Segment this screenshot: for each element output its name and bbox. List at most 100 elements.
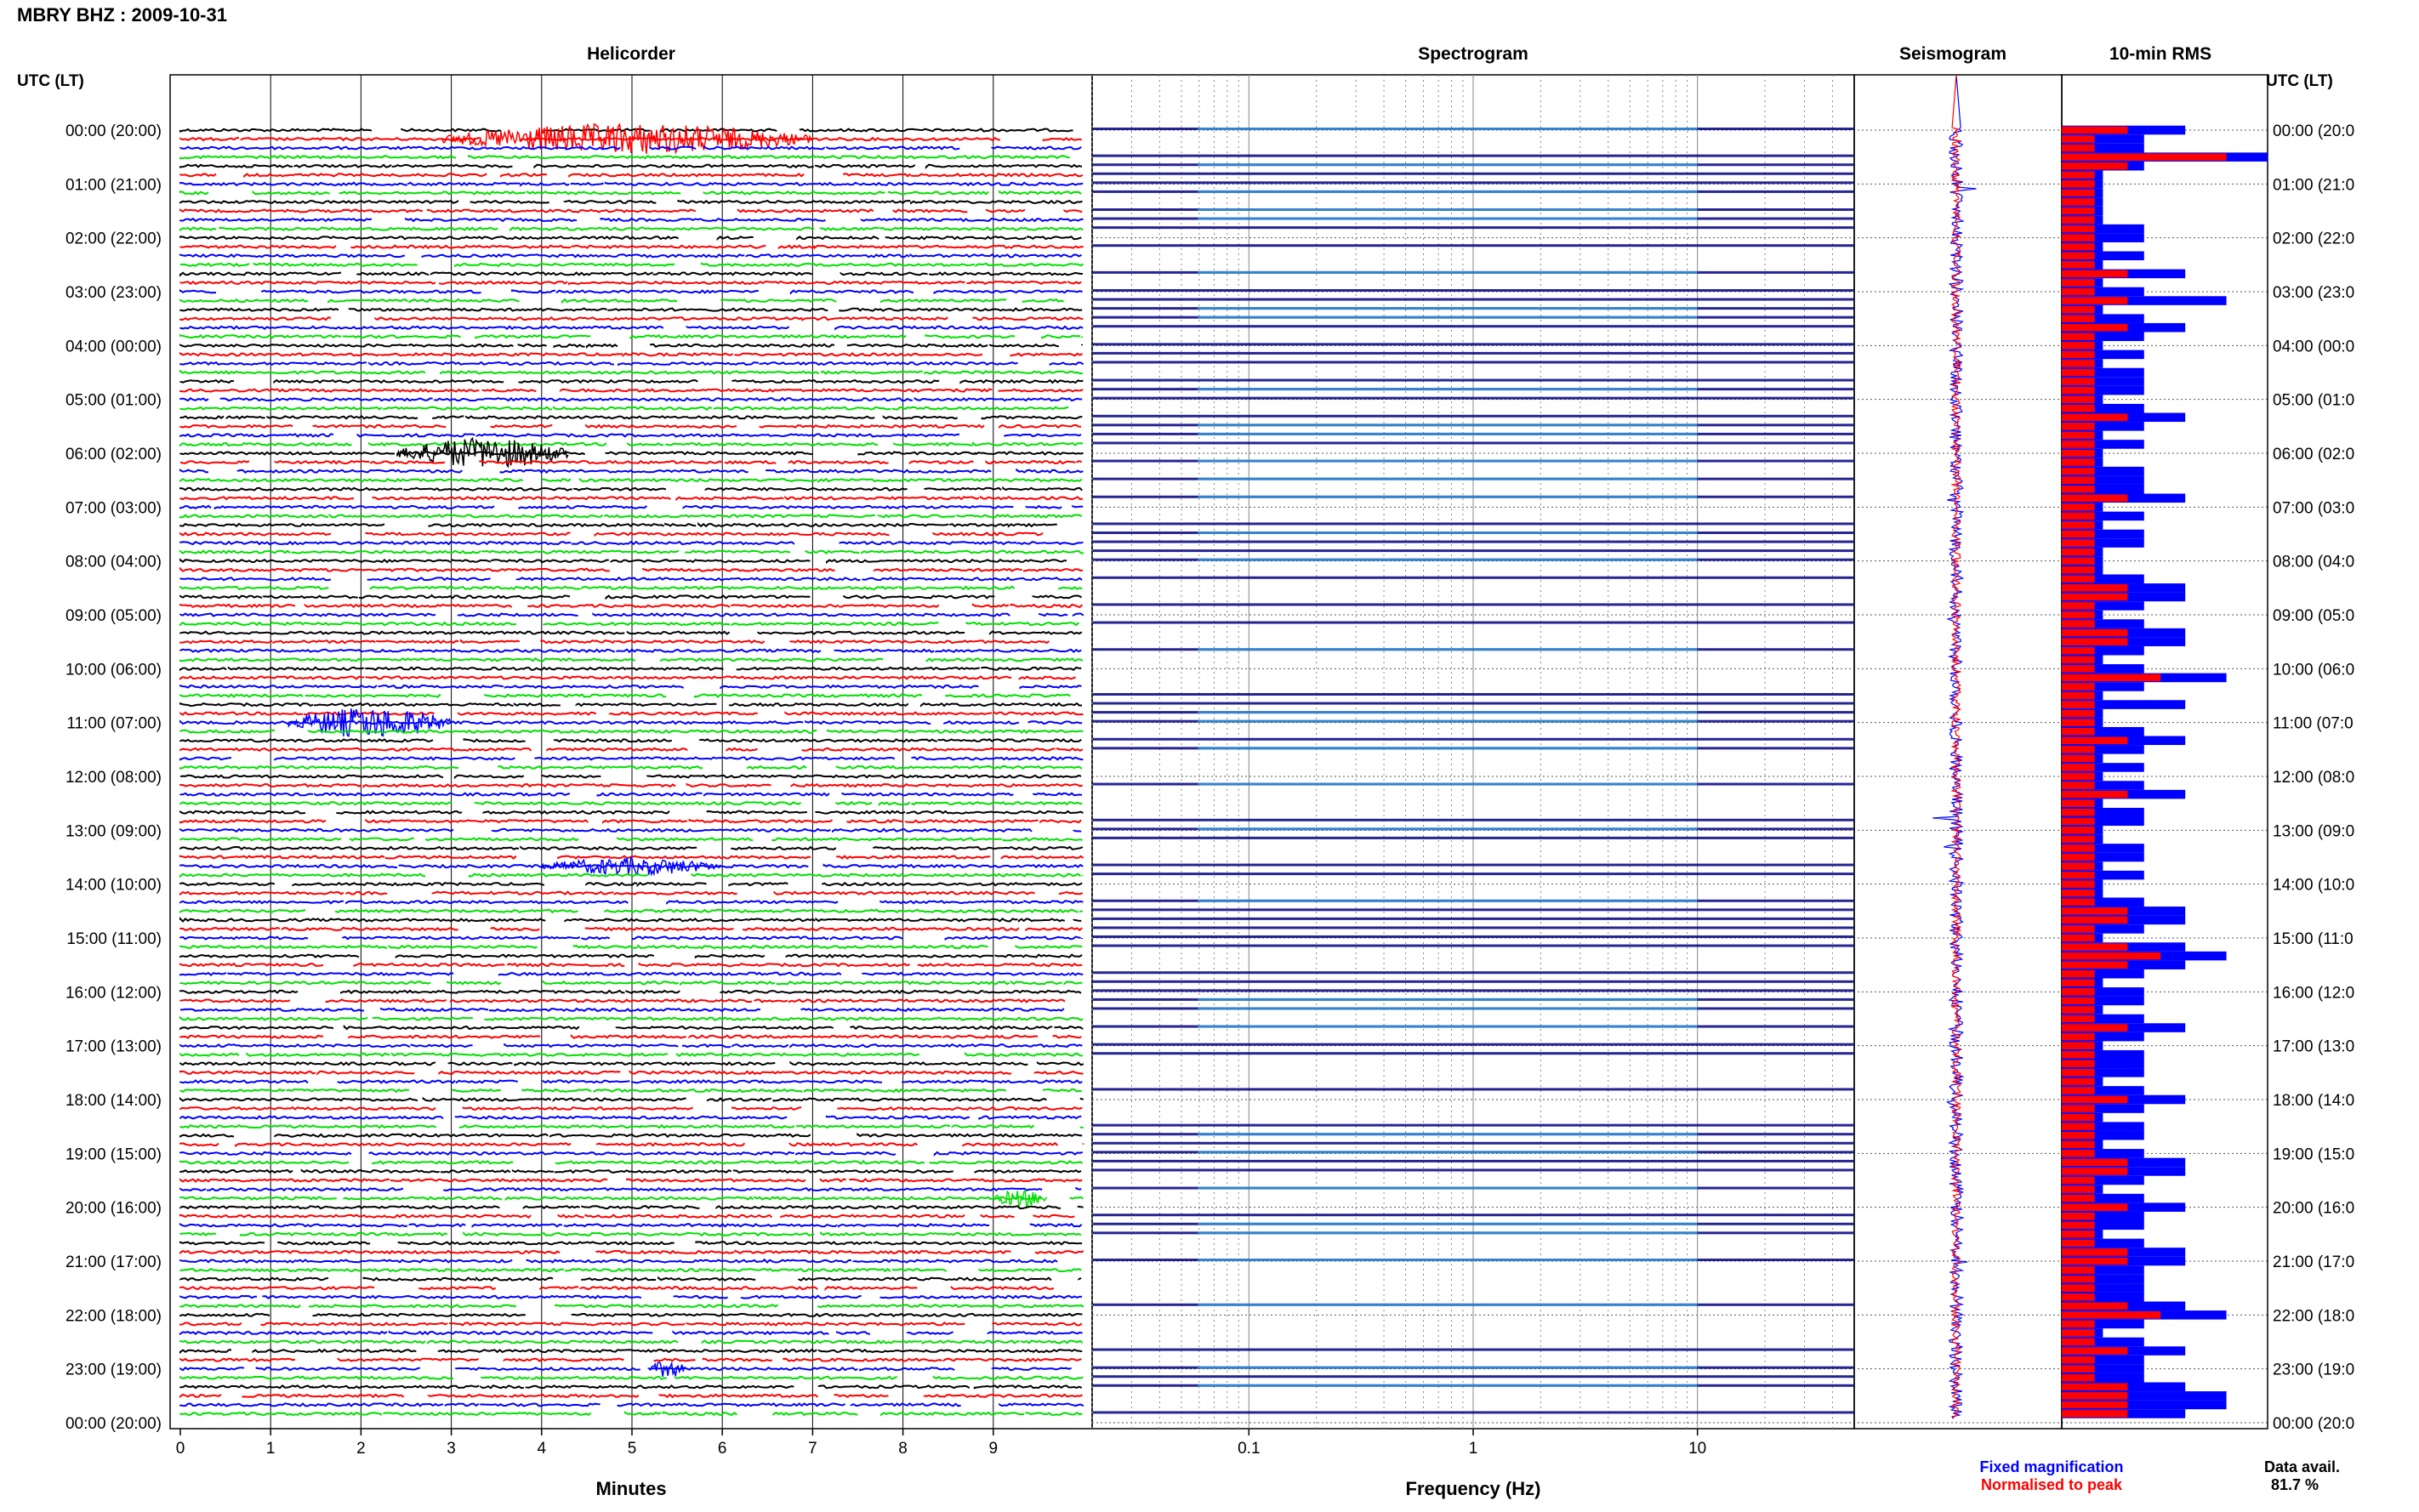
rms-bar-fixed [2062, 1014, 2144, 1024]
helicorder-xlabel: Minutes [595, 1478, 666, 1499]
spectrogram-band-bright [1198, 998, 1698, 1001]
helicorder-trace [179, 406, 1069, 411]
helicorder-trace [179, 980, 1083, 986]
rms-bar-normalised [2062, 342, 2095, 350]
helicorder-panel [169, 74, 1093, 1430]
helicorder-trace [179, 648, 1082, 654]
helicorder-trace [179, 1402, 1084, 1407]
helicorder-event [649, 1361, 686, 1378]
spectrogram-band [1093, 693, 1853, 696]
helicorder-trace [179, 1151, 1084, 1157]
helicorder-trace [179, 1079, 1083, 1084]
rms-bar-normalised [2062, 441, 2095, 448]
rms-bar-normalised [2062, 808, 2095, 816]
rms-bar-normalised [2062, 1176, 2095, 1185]
rms-bar-normalised [2062, 1140, 2095, 1149]
helicorder-trace [179, 900, 1084, 905]
spectrogram-band [1093, 325, 1853, 328]
rms-bar-normalised [2062, 969, 2095, 978]
rms-bar-normalised [2062, 1032, 2095, 1041]
spectrogram-band [1093, 396, 1853, 400]
rms-bar-normalised [2062, 297, 2128, 304]
spectrogram-band-bright [1198, 827, 1698, 831]
rms-bar-normalised [2062, 180, 2095, 188]
rms-bar-normalised [2062, 1373, 2095, 1382]
rms-bar-normalised [2062, 1105, 2095, 1112]
helicorder-trace [179, 890, 1084, 896]
panel-title-rms: 10-min RMS [2109, 44, 2211, 64]
rms-bar-fixed [2062, 996, 2144, 1006]
helicorder-trace [179, 1339, 1084, 1345]
spectrogram-band-bright [1198, 1259, 1698, 1261]
spectrogram-band-bright [1198, 190, 1698, 193]
spectrogram-band-bright [1198, 459, 1698, 463]
spectrogram-band [1093, 1168, 1853, 1172]
spectrogram-band-bright [1198, 747, 1698, 750]
helicorder-trace [179, 378, 1084, 384]
time-label-left: 00:00 (20:00) [65, 122, 162, 140]
helicorder-trace [179, 782, 1083, 788]
time-label-right: 00:00 (20:0 [2273, 1415, 2354, 1433]
rms-bar-fixed [2062, 816, 2144, 827]
time-label-right: 08:00 (04:0 [2273, 554, 2354, 571]
helicorder-trace [179, 1267, 1082, 1273]
station-title: MBRY BHZ : 2009-10-31 [17, 4, 227, 26]
time-label-right: 12:00 (08:0 [2273, 769, 2354, 787]
helicorder-trace [179, 280, 1082, 286]
helicorder-trace [179, 1033, 1082, 1039]
rms-bar-normalised [2062, 665, 2095, 673]
rms-bar-normalised [2062, 1060, 2095, 1068]
helicorder-x-axis: 0 1 2 3 4 5 6 7 8 9 [176, 1429, 998, 1458]
time-label-left: 15:00 (11:00) [66, 930, 162, 948]
rms-bar-normalised [2062, 593, 2128, 601]
helicorder-tick-label: 9 [989, 1440, 999, 1458]
rms-bar-normalised [2062, 871, 2095, 879]
time-label-left: 10:00 (06:00) [65, 661, 162, 679]
rms-bar-normalised [2062, 943, 2128, 951]
helicorder-trace [179, 657, 1084, 663]
spectrogram-band [1093, 244, 1853, 247]
rms-bar-normalised [2062, 315, 2095, 322]
rms-bar-normalised [2062, 575, 2095, 583]
spectrogram-band [1093, 1348, 1853, 1351]
helicorder-trace [179, 774, 1082, 780]
rms-bar-normalised [2062, 386, 2095, 395]
helicorder-trace [179, 1060, 1084, 1066]
spectrogram-band-bright [1198, 432, 1698, 435]
spectrogram-band [1093, 1043, 1853, 1046]
helicorder-trace [179, 810, 1084, 815]
helicorder-trace [179, 1258, 1058, 1264]
spectrogram-band [1093, 1411, 1853, 1414]
helicorder-trace [179, 1276, 1082, 1282]
time-label-right: 21:00 (17:0 [2273, 1253, 2354, 1271]
rms-bar-normalised [2062, 1185, 2095, 1193]
time-label-left: 22:00 (18:00) [65, 1307, 162, 1325]
rms-bar-normalised [2062, 1311, 2161, 1319]
rms-bar-normalised [2062, 1383, 2128, 1391]
time-label-left: 01:00 (21:00) [65, 176, 162, 194]
time-label-right: 02:00 (22:0 [2273, 230, 2354, 248]
rms-bar-normalised [2062, 503, 2095, 511]
helicorder-tick-label: 2 [356, 1440, 366, 1458]
helicorder-trace [179, 325, 1084, 331]
helicorder-trace [179, 845, 1084, 851]
spectrogram-band [1093, 989, 1853, 992]
helicorder-trace [179, 873, 1084, 878]
helicorder-trace [179, 881, 1083, 888]
spectrogram-band [1093, 540, 1853, 543]
helicorder-tick-label: 7 [808, 1440, 817, 1458]
spectrogram-band [1093, 549, 1853, 553]
spectrogram-band-bright [1198, 558, 1698, 561]
rms-bar-normalised [2062, 827, 2095, 834]
helicorder-trace [179, 307, 1083, 312]
spectrogram-band [1093, 522, 1853, 526]
spectrogram-band [1093, 863, 1853, 867]
rms-bar-normalised [2062, 620, 2095, 628]
rms-bar-fixed [2062, 475, 2144, 485]
rms-bar-normalised [2062, 368, 2095, 377]
helicorder-trace [179, 1249, 1084, 1255]
spectrogram-band-bright [1198, 307, 1698, 310]
spectrogram-band-bright [1198, 1366, 1698, 1369]
rms-bar-normalised [2062, 1320, 2095, 1328]
legend-fixed-magnification: Fixed magnification [1979, 1458, 2123, 1475]
